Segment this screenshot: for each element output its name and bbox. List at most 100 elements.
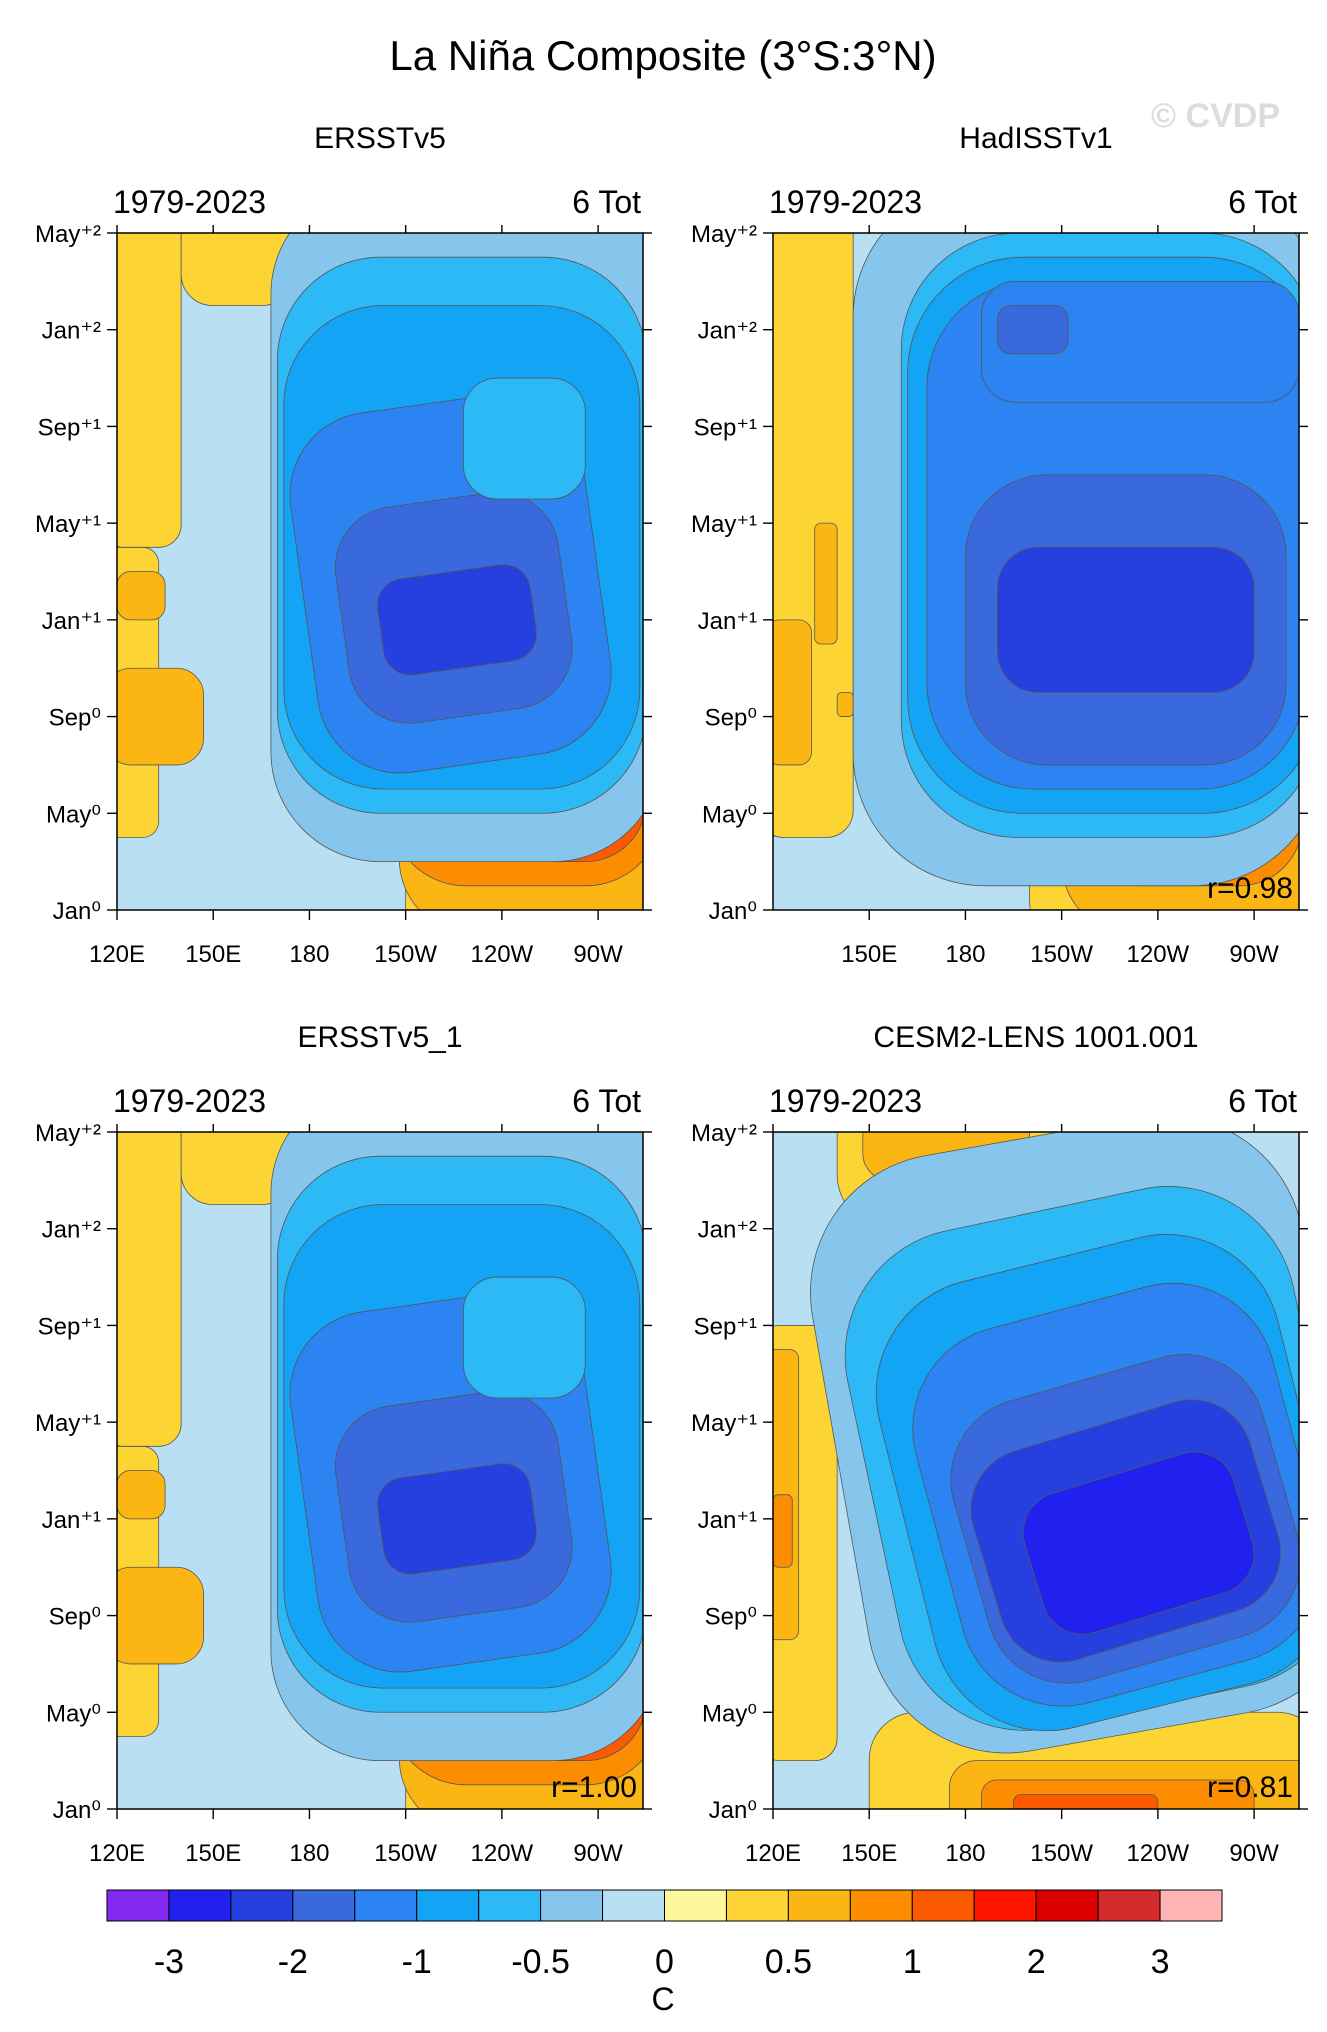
y-tick-label: Sep⁰: [705, 1604, 757, 1631]
x-tick-label: 120W: [471, 941, 534, 968]
contour-level-17: [462, 377, 586, 500]
colorbar-swatch: [416, 1889, 480, 1922]
y-tick-label: Jan⁺²: [698, 318, 757, 345]
y-tick-label: Sep⁺¹: [38, 414, 101, 441]
contour-level-6: [773, 1494, 793, 1568]
contour-level-5: [773, 619, 812, 766]
contour-level-9: [180, 1132, 294, 1205]
x-tick-label: 90W: [1229, 941, 1279, 968]
figure-title: La Niña Composite (3°S:3°N): [389, 32, 936, 79]
x-tick-label: 120W: [1127, 1840, 1190, 1867]
y-tick-label: Jan⁰: [709, 898, 757, 925]
colorbar-tick-label: 0.5: [765, 1943, 812, 1981]
contour-level-8: [117, 1470, 166, 1520]
colorbar-swatch: [787, 1889, 851, 1922]
contour-level-7: [117, 667, 204, 766]
y-tick-label: Sep⁰: [49, 1604, 101, 1631]
colorbar-unit: C: [651, 1981, 674, 2017]
contour-level-7: [117, 1566, 204, 1665]
panel-title: HadISSTv1: [959, 122, 1112, 155]
x-tick-label: 150E: [841, 941, 897, 968]
panel-period: 1979-2023: [113, 1083, 266, 1119]
y-tick-label: Sep⁰: [49, 705, 101, 732]
colorbar-swatch: [540, 1889, 604, 1922]
contour-level-3: [1013, 1794, 1159, 1809]
correlation-label: r=0.81: [1207, 1771, 1293, 1804]
colorbar-swatch: [602, 1889, 665, 1922]
y-tick-label: Jan⁰: [53, 898, 101, 925]
contour-level-16: [377, 564, 537, 676]
colorbar-swatch: [1159, 1889, 1223, 1922]
y-tick-label: May⁺¹: [691, 1410, 757, 1437]
anomaly-field: [117, 233, 643, 910]
cvdp-watermark: © CVDP: [1151, 97, 1280, 135]
x-tick-label: 150W: [374, 941, 437, 968]
contour-level-6: [814, 522, 838, 645]
colorbar-tick-label: -3: [154, 1943, 184, 1981]
colorbar-tick-label: 0: [655, 1943, 674, 1981]
plot-frame: [116, 1131, 644, 1810]
contour-level-13: [997, 546, 1255, 693]
y-tick-label: Jan⁰: [709, 1797, 757, 1824]
colorbar-swatch: [106, 1889, 170, 1922]
contour-level-6: [117, 1132, 182, 1447]
x-tick-label: 150W: [374, 1840, 437, 1867]
panel-2: HadISSTv1 1979-2023 6 Tot 150E 180 150W 120W 90…: [691, 122, 1308, 968]
correlation-label: r=1.00: [551, 1771, 637, 1804]
colorbar-swatch: [168, 1889, 232, 1922]
x-tick-label: 120E: [89, 1840, 145, 1867]
y-tick-label: Sep⁺¹: [694, 1313, 757, 1340]
contour-level-16: [1022, 1451, 1255, 1635]
colorbar-tick-label: -2: [278, 1943, 308, 1981]
anomaly-field: [773, 1132, 1299, 1809]
y-tick-label: Sep⁰: [705, 705, 757, 732]
x-tick-label: 150W: [1030, 1840, 1093, 1867]
panel-period: 1979-2023: [113, 184, 266, 220]
colorbar-tick-label: 1: [903, 1943, 922, 1981]
panel-period: 1979-2023: [769, 184, 922, 220]
colorbar-swatch: [664, 1889, 727, 1922]
colorbar-swatch: [1035, 1889, 1099, 1922]
x-tick-label: 90W: [573, 1840, 623, 1867]
y-tick-label: May⁰: [702, 1700, 757, 1727]
contour-level-7: [836, 691, 854, 717]
colorbar-swatch: [1097, 1889, 1161, 1922]
panel-title: ERSSTv5_1: [297, 1021, 462, 1054]
x-tick-label: 150E: [841, 1840, 897, 1867]
panel-period: 1979-2023: [769, 1083, 922, 1119]
colorbar-tick-label: 3: [1151, 1943, 1170, 1981]
y-tick-label: Sep⁺¹: [694, 414, 757, 441]
anomaly-field: [773, 233, 1299, 910]
plot-frame: [772, 232, 1300, 911]
panel-count: 6 Tot: [1228, 184, 1297, 220]
y-tick-label: May⁰: [46, 1700, 101, 1727]
y-tick-label: Jan⁺¹: [698, 1507, 757, 1534]
panel-count: 6 Tot: [1228, 1083, 1297, 1119]
y-tick-label: Jan⁺¹: [698, 608, 757, 635]
x-tick-label: 120E: [745, 1840, 801, 1867]
contour-level-15: [997, 305, 1069, 355]
y-tick-label: May⁰: [702, 801, 757, 828]
colorbar-swatch: [973, 1889, 1037, 1922]
panel-4: CESM2-LENS 1001.001 1979-2023 6 Tot 120E 150…: [691, 1021, 1308, 1867]
x-tick-label: 150E: [185, 1840, 241, 1867]
x-tick-label: 180: [289, 941, 329, 968]
colorbar-swatch: [725, 1889, 789, 1922]
contour-level-17: [462, 1276, 586, 1399]
x-tick-label: 120E: [89, 941, 145, 968]
colorbar-tick-label: 2: [1027, 1943, 1046, 1981]
correlation-label: r=0.98: [1207, 872, 1293, 905]
y-tick-label: May⁺²: [691, 1120, 757, 1147]
y-tick-label: Jan⁺¹: [42, 1507, 101, 1534]
colorbar-swatch: [292, 1889, 356, 1922]
y-tick-label: Sep⁺¹: [38, 1313, 101, 1340]
y-tick-label: May⁺²: [35, 1120, 101, 1147]
colorbar-swatch: [849, 1889, 913, 1922]
plot-frame: [772, 1131, 1300, 1810]
colorbar-swatch: [354, 1889, 418, 1922]
colorbar-tick-label: -0.5: [511, 1943, 570, 1981]
x-tick-label: 90W: [573, 941, 623, 968]
panel-title: CESM2-LENS 1001.001: [873, 1021, 1198, 1054]
x-tick-label: 150W: [1030, 941, 1093, 968]
